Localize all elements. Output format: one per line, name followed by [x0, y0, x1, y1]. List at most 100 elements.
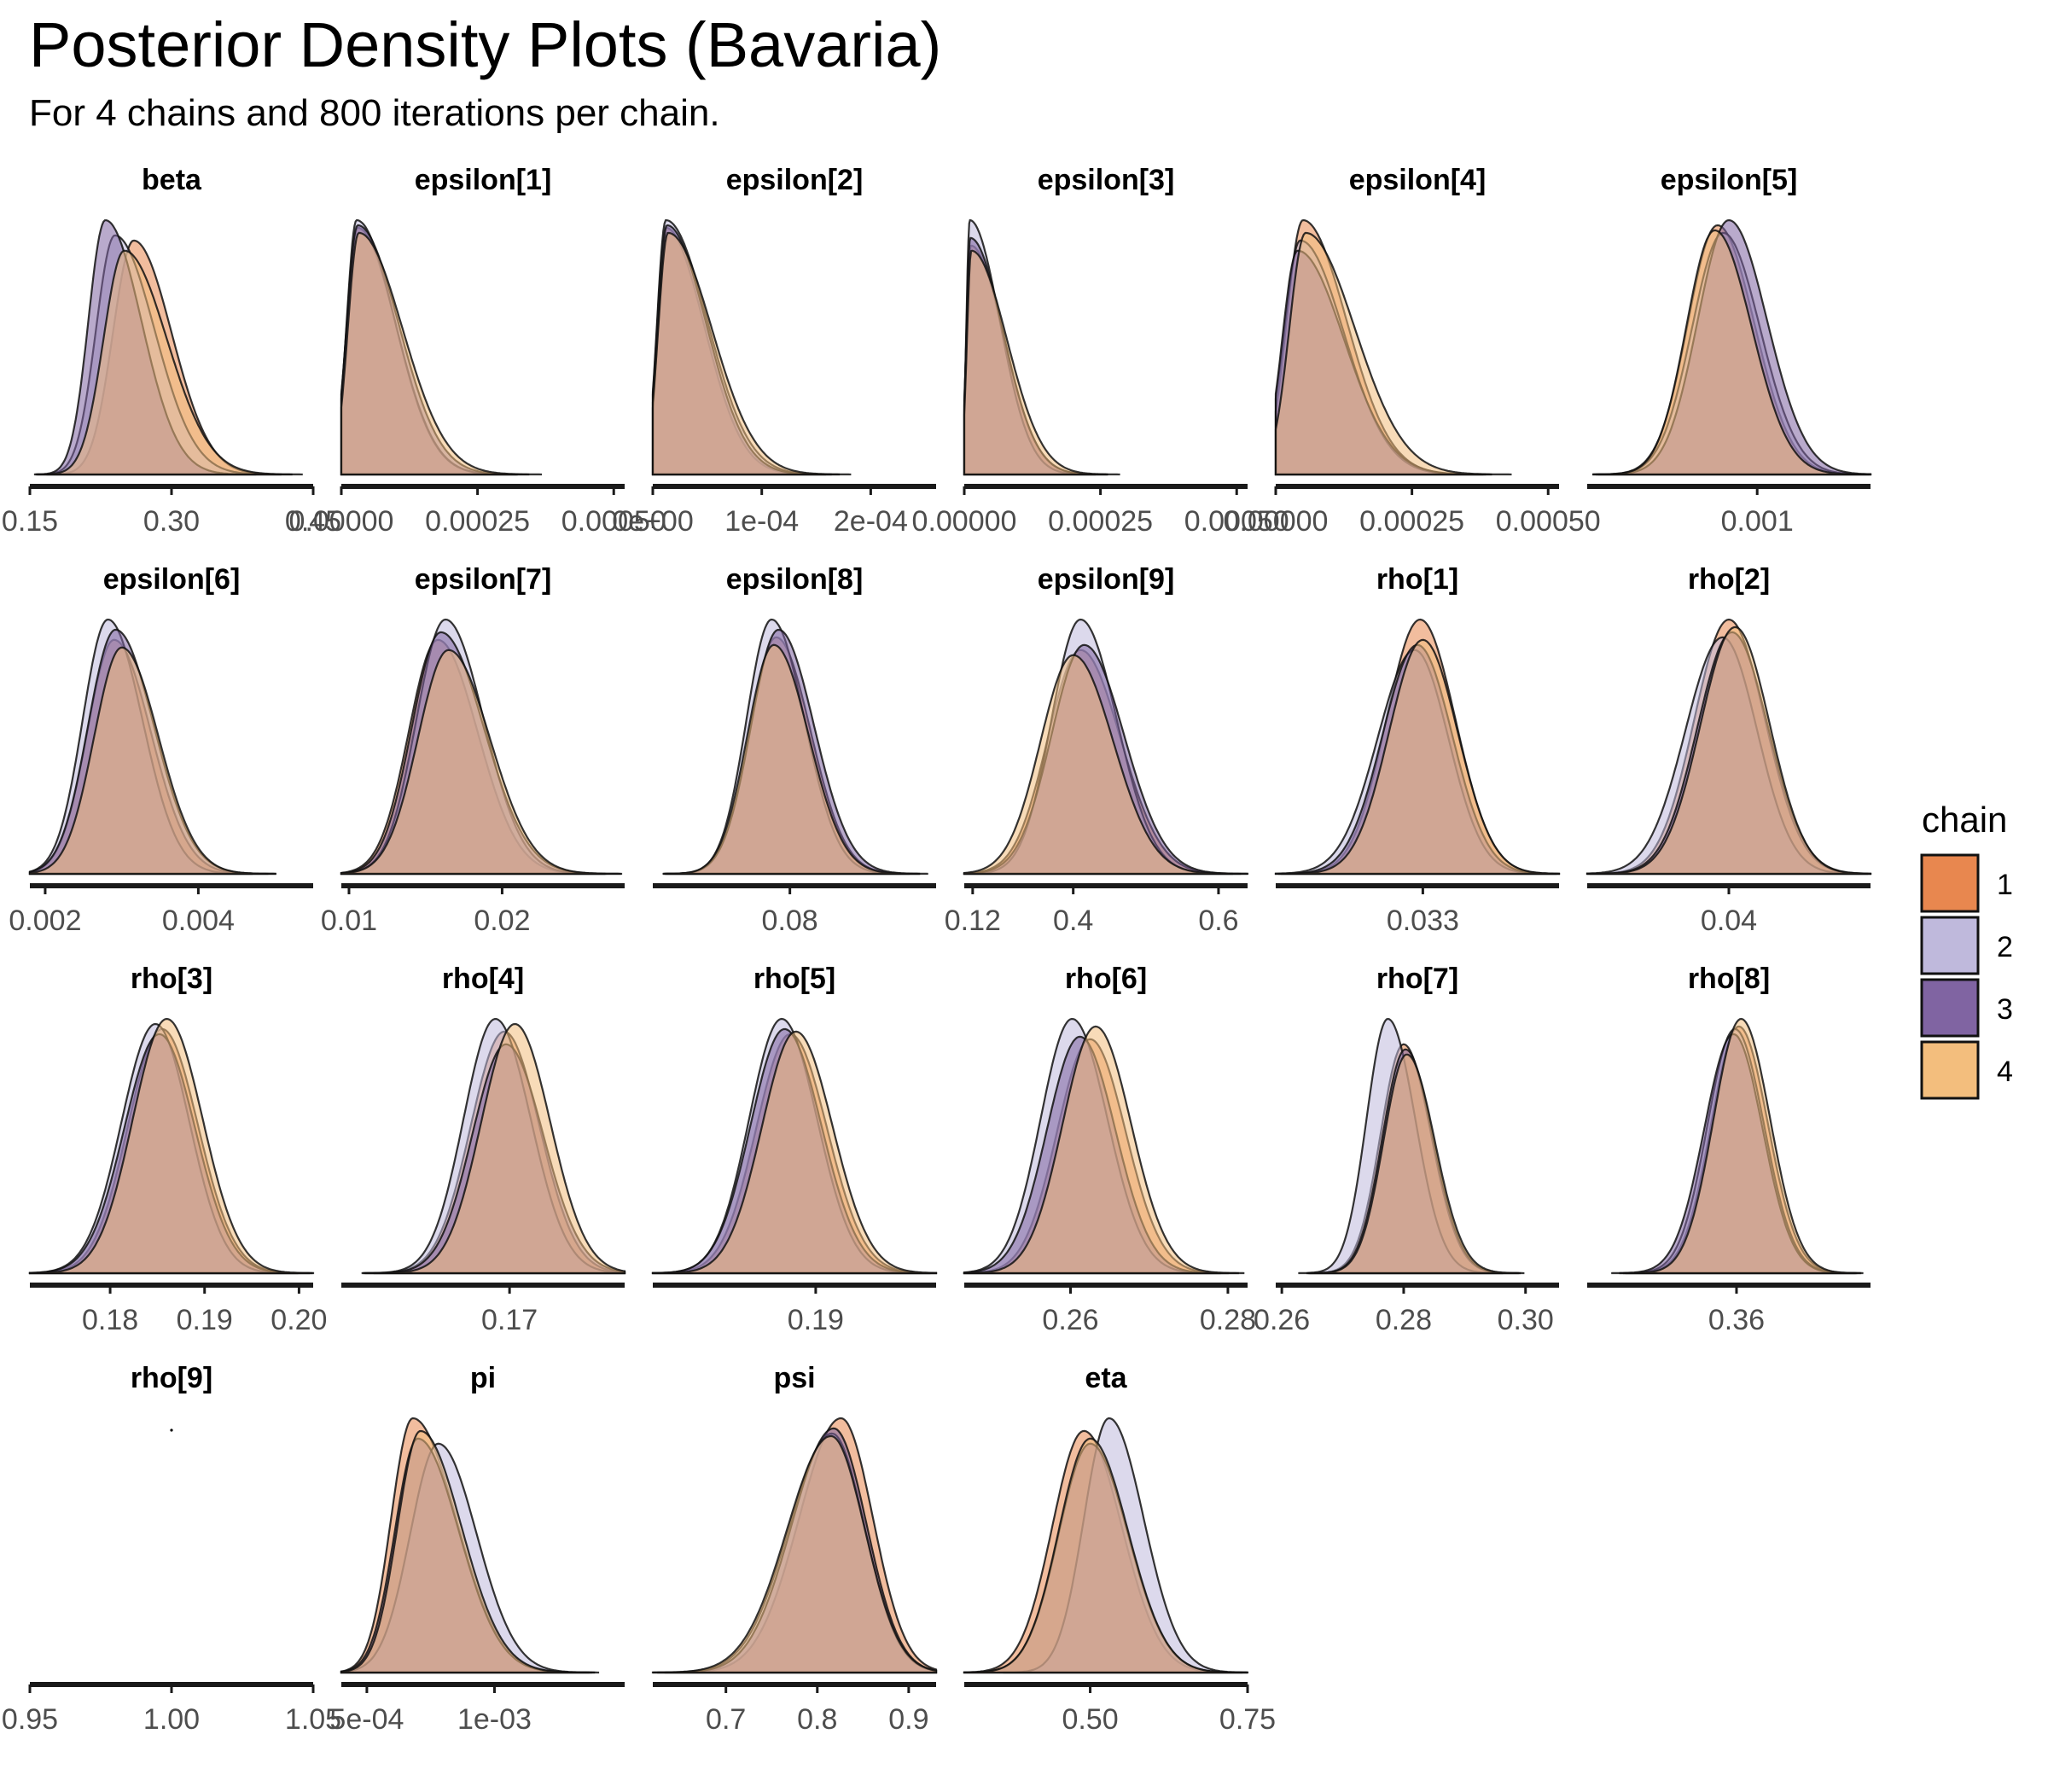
chart-title: Posterior Density Plots (Bavaria) — [29, 9, 942, 80]
density-chain-4 — [651, 231, 852, 476]
degenerate-point — [170, 1428, 173, 1432]
facet-panel: epsilon[6] 0.002 0.004 — [9, 563, 313, 937]
density-chain-4 — [963, 249, 1120, 476]
legend-title: chain — [1922, 800, 2007, 840]
facet-strip-label: epsilon[4] — [1349, 164, 1487, 196]
x-tick-label: 5e-04 — [329, 1703, 404, 1736]
x-tick-label: 0e+00 — [612, 505, 694, 538]
x-tick-label: 1e-03 — [457, 1703, 532, 1736]
x-tick-label: 1e-04 — [724, 505, 799, 538]
x-tick-label: 0.00000 — [1224, 505, 1329, 538]
x-tick-label: 0.18 — [82, 1304, 138, 1336]
density-chain-4 — [653, 1030, 938, 1275]
x-tick-label: 0.20 — [271, 1304, 327, 1336]
x-tick-label: 0.6 — [1198, 905, 1238, 937]
legend-keys: 1 2 3 4 — [1920, 853, 2013, 1100]
density-chain-4 — [1309, 1053, 1525, 1275]
facet-panel: epsilon[4] 0.00000 0.00025 0.00050 — [1224, 164, 1601, 538]
density-chain-4 — [651, 1434, 938, 1674]
facet-panel: rho[8] 0.36 — [1587, 963, 1871, 1336]
facet-panel: epsilon[2] 0e+00 1e-04 2e-04 — [612, 164, 936, 538]
facet-panel: eta 0.50 0.75 — [963, 1362, 1276, 1736]
legend-key-1 — [1920, 853, 1980, 913]
x-tick-label: 0.50 — [1062, 1703, 1118, 1736]
x-tick-label: 0.004 — [162, 905, 235, 937]
x-tick-label: 0.17 — [481, 1304, 538, 1336]
facet-strip-label: epsilon[5] — [1661, 164, 1798, 196]
facet-strip-label: epsilon[6] — [103, 563, 241, 596]
x-tick-label: 0.08 — [762, 905, 818, 937]
x-tick-label: 0.00025 — [425, 505, 530, 538]
facet-panel: rho[2] 0.04 — [1585, 563, 1872, 937]
x-tick-label: 0.4 — [1053, 905, 1093, 937]
facet-strip-label: epsilon[3] — [1038, 164, 1175, 196]
x-tick-label: 0.001 — [1721, 505, 1794, 538]
density-chain-4 — [340, 649, 623, 876]
x-tick-label: 0.00025 — [1048, 505, 1153, 538]
facet-panel: epsilon[3] 0.00000 0.00025 0.00050 — [912, 164, 1289, 538]
x-tick-label: 0.00000 — [912, 505, 1017, 538]
density-chain-4 — [963, 1025, 1245, 1275]
facet-panel: rho[7] 0.26 0.28 0.30 — [1254, 963, 1559, 1336]
facet-strip-label: epsilon[8] — [726, 563, 864, 596]
x-tick-label: 2e-04 — [834, 505, 908, 538]
facet-strip-label: rho[5] — [753, 963, 835, 995]
x-tick-label: 0.45 — [285, 505, 341, 538]
facet-strip-label: rho[2] — [1688, 563, 1770, 596]
density-chain-4 — [373, 1022, 626, 1275]
x-tick-label: 0.7 — [706, 1703, 746, 1736]
x-tick-label: 0.15 — [2, 505, 58, 538]
facet-strip-label: rho[1] — [1376, 563, 1458, 596]
facet-panel: epsilon[1] 0.00000 0.00025 0.00050 — [289, 164, 666, 538]
facet-panel: pi 5e-04 1e-03 — [329, 1362, 625, 1736]
x-tick-label: 0.28 — [1200, 1304, 1256, 1336]
density-chain-4 — [1589, 625, 1872, 876]
legend-label: 3 — [1997, 993, 2013, 1026]
facet-strip-label: rho[9] — [131, 1362, 212, 1394]
facet-panel: beta 0.15 0.30 0.45 — [2, 164, 341, 538]
x-tick-label: 0.19 — [788, 1304, 844, 1336]
facet-strip-label: rho[6] — [1065, 963, 1147, 995]
legend-label: 4 — [1997, 1056, 2013, 1088]
facet-strip-label: beta — [142, 164, 202, 196]
x-tick-label: 0.00050 — [1496, 505, 1601, 538]
x-tick-label: 0.9 — [888, 1703, 928, 1736]
x-tick-label: 0.26 — [1254, 1304, 1310, 1336]
x-tick-label: 1.00 — [143, 1703, 200, 1736]
facet-panel: rho[6] 0.26 0.28 — [963, 963, 1256, 1336]
x-tick-label: 0.30 — [1498, 1304, 1554, 1336]
x-tick-label: 0.00000 — [289, 505, 394, 538]
density-chain-4 — [1281, 638, 1561, 876]
x-tick-label: 0.12 — [945, 905, 1001, 937]
facet-strip-label: epsilon[2] — [726, 164, 864, 196]
density-chain-4 — [963, 654, 1242, 876]
density-chain-4 — [1625, 1017, 1864, 1275]
density-chain-4 — [28, 1017, 315, 1275]
density-chain-4 — [963, 1437, 1248, 1674]
legend-key-3 — [1920, 978, 1980, 1038]
density-chain-4 — [340, 1429, 592, 1674]
facet-panel: rho[9] 0.95 1.00 1.05 — [2, 1362, 341, 1736]
facet-strip-label: epsilon[9] — [1038, 563, 1175, 596]
x-tick-label: 0.75 — [1219, 1703, 1276, 1736]
facet-panel: rho[3] 0.18 0.19 0.20 — [28, 963, 327, 1336]
x-tick-label: 0.19 — [177, 1304, 233, 1336]
x-tick-label: 0.95 — [2, 1703, 58, 1736]
facet-strip-label: rho[3] — [131, 963, 212, 995]
legend: chain 1 2 3 4 — [1920, 800, 2013, 1100]
facet-strip-label: rho[7] — [1376, 963, 1458, 995]
x-tick-label: 0.36 — [1708, 1304, 1765, 1336]
legend-key-4 — [1920, 1040, 1980, 1100]
legend-key-2 — [1920, 916, 1980, 975]
legend-label: 1 — [1997, 869, 2013, 901]
facet-strip-label: eta — [1085, 1362, 1127, 1394]
x-tick-label: 0.04 — [1701, 905, 1757, 937]
x-tick-label: 0.002 — [9, 905, 81, 937]
facet-panel: epsilon[7] 0.01 0.02 — [321, 563, 625, 937]
facet-strip-label: pi — [470, 1362, 496, 1394]
density-chain-4 — [28, 646, 276, 876]
legend-label: 2 — [1997, 931, 2013, 963]
facet-panel: rho[5] 0.19 — [651, 963, 938, 1336]
x-tick-label: 0.00050 — [1184, 505, 1289, 538]
